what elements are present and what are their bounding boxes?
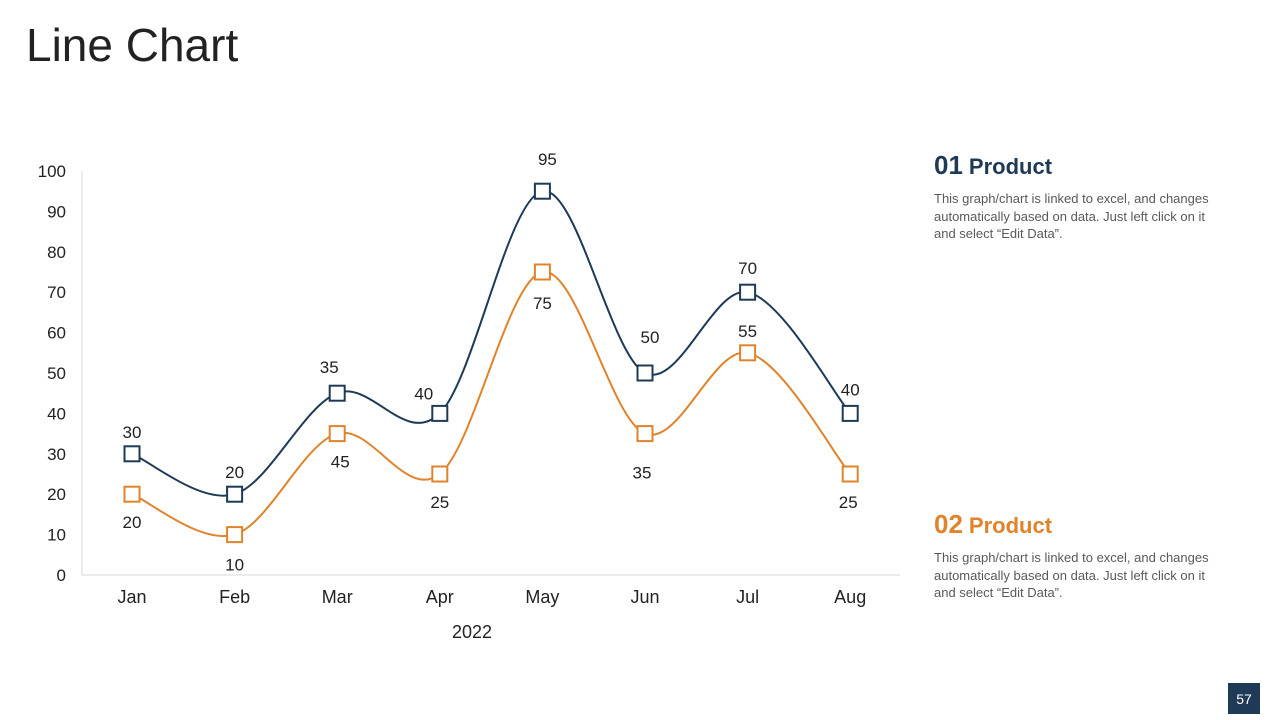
y-tick-label: 60 (47, 324, 66, 343)
legend-product-02: 02 Product This graph/chart is linked to … (934, 511, 1224, 602)
legend-label-01: Product (968, 154, 1053, 179)
y-tick-label: 40 (47, 404, 66, 423)
data-point-marker (841, 404, 859, 422)
legend-label-02: Product (968, 513, 1053, 538)
data-point-marker (841, 465, 859, 483)
x-tick-label: Jan (117, 587, 146, 607)
y-tick-label: 30 (47, 445, 66, 464)
legend-description-02: This graph/chart is linked to excel, and… (934, 550, 1209, 600)
legend-heading-02: 02 Product (934, 511, 1224, 539)
x-tick-label: May (525, 587, 559, 607)
x-tick-label: Aug (834, 587, 866, 607)
data-label: 25 (839, 493, 858, 512)
x-tick-label: Feb (219, 587, 250, 607)
data-point-marker (636, 364, 654, 382)
data-label: 40 (841, 380, 860, 399)
series-line-2 (131, 270, 851, 538)
series-line-1 (131, 190, 851, 497)
x-tick-label: Mar (322, 587, 353, 607)
legend-number-01: 01 (934, 150, 963, 180)
data-point-marker (226, 485, 244, 503)
y-tick-label: 0 (57, 566, 66, 585)
data-label: 40 (414, 384, 433, 403)
x-axis-label: 2022 (452, 622, 492, 642)
y-tick-label: 80 (47, 243, 66, 262)
x-tick-label: Apr (426, 587, 454, 607)
y-tick-label: 20 (47, 485, 66, 504)
data-label: 25 (430, 493, 449, 512)
data-label: 10 (225, 556, 244, 575)
data-point-marker (533, 263, 551, 281)
data-label: 35 (633, 464, 652, 483)
data-label: 75 (533, 294, 552, 313)
legend-heading-01: 01 Product (934, 152, 1224, 180)
data-point-marker (226, 526, 244, 544)
y-tick-label: 50 (47, 364, 66, 383)
y-tick-label: 10 (47, 526, 66, 545)
y-tick-label: 100 (38, 162, 66, 181)
legend-description-01: This graph/chart is linked to excel, and… (934, 191, 1209, 241)
data-point-marker (328, 384, 346, 402)
data-point-marker (739, 283, 757, 301)
data-label: 20 (123, 513, 142, 532)
data-label: 95 (538, 150, 557, 169)
data-label: 50 (641, 328, 660, 347)
y-tick-label: 70 (47, 283, 66, 302)
data-label: 70 (738, 259, 757, 278)
data-point-marker (636, 425, 654, 443)
page-number-badge: 57 (1228, 683, 1260, 714)
data-label: 35 (320, 358, 339, 377)
data-label: 20 (225, 463, 244, 482)
data-point-marker (123, 445, 141, 463)
data-point-marker (431, 404, 449, 422)
y-tick-label: 90 (47, 202, 66, 221)
data-point-marker (533, 182, 551, 200)
x-tick-label: Jul (736, 587, 759, 607)
data-point-marker (739, 344, 757, 362)
legend-number-02: 02 (934, 509, 963, 539)
x-tick-label: Jun (630, 587, 659, 607)
data-point-marker (123, 485, 141, 503)
data-label: 30 (123, 423, 142, 442)
data-label: 45 (331, 453, 350, 472)
data-label: 55 (738, 322, 757, 341)
data-point-marker (431, 465, 449, 483)
page-title: Line Chart (26, 19, 239, 71)
legend-product-01: 01 Product This graph/chart is linked to … (934, 152, 1224, 243)
data-point-marker (328, 425, 346, 443)
